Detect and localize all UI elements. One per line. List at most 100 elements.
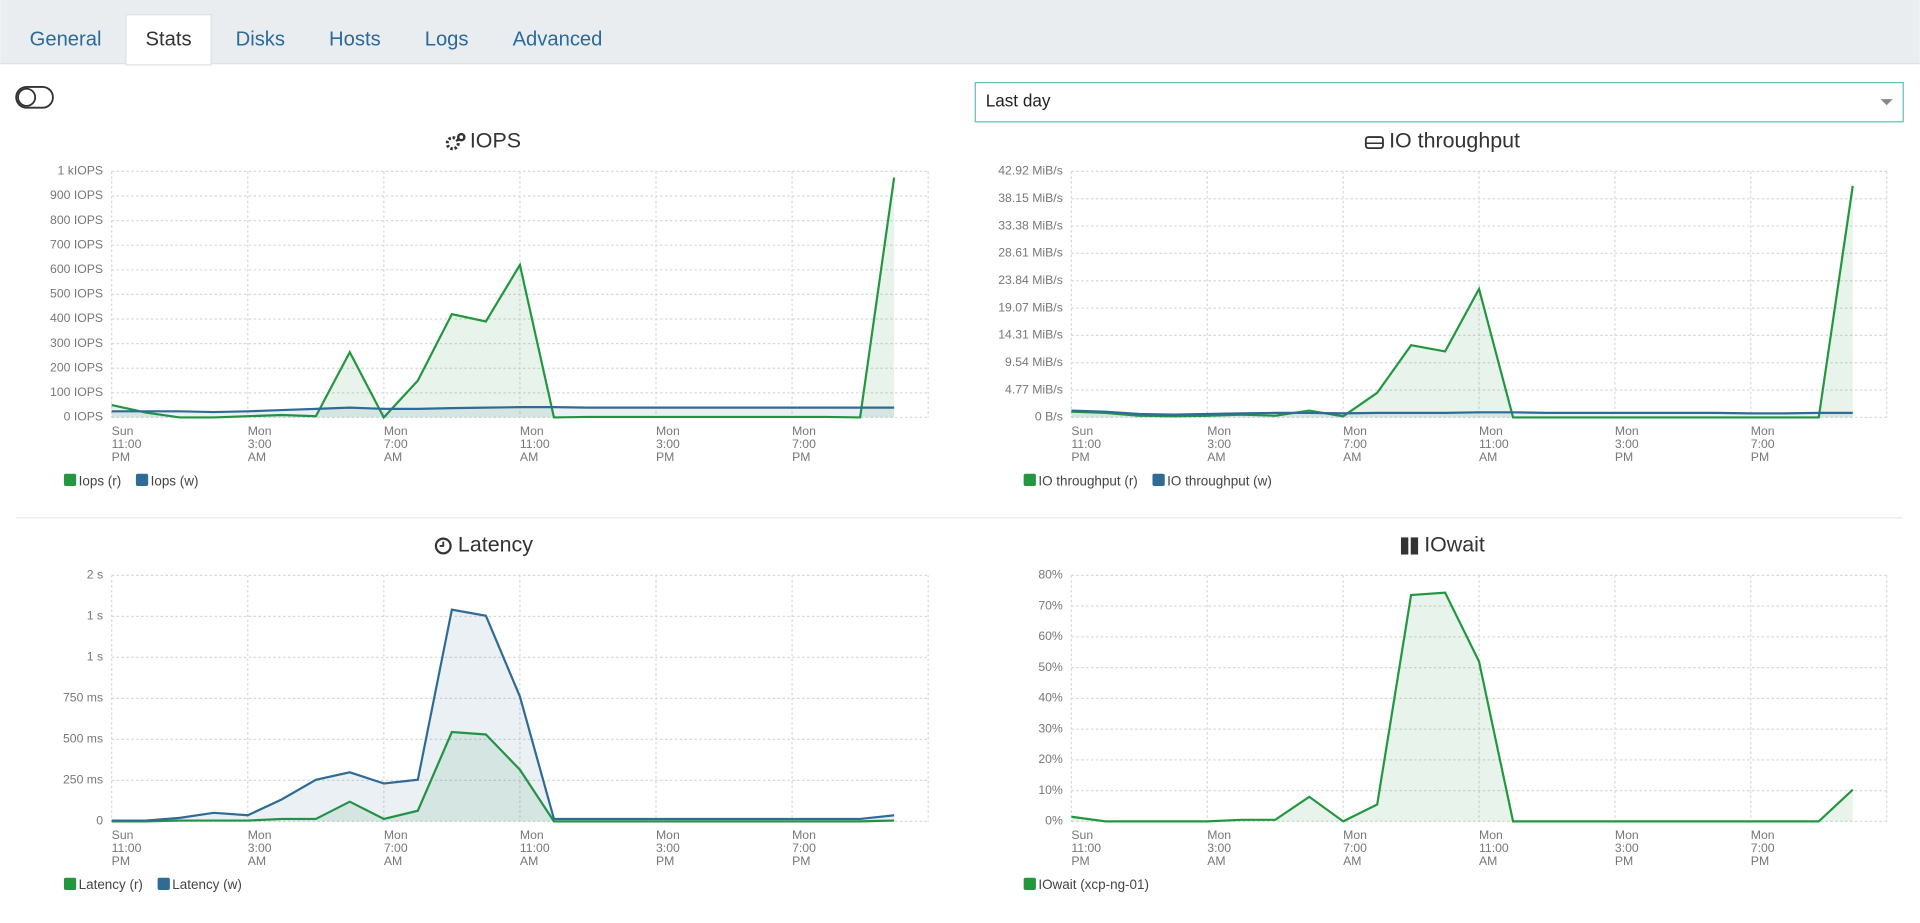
y-tick-label: 200 IOPS	[50, 360, 103, 374]
y-tick-label: 1 s	[87, 650, 103, 664]
legend-label[interactable]: IOwait (xcp-ng-01)	[1038, 877, 1149, 892]
y-tick-label: 0 IOPS	[64, 410, 103, 424]
y-tick-label: 50%	[1038, 660, 1063, 674]
series-area	[111, 177, 895, 418]
chart: IO throughput 0 B/s 4.77 MiB/s 9.54 MiB/s 14…	[998, 129, 1888, 488]
x-tick-label: Mon 11:00 AM	[520, 828, 550, 868]
title-icon	[457, 132, 466, 142]
title-icon	[1410, 537, 1419, 555]
series-line	[1071, 591, 1854, 823]
y-tick-label: 250 ms	[63, 773, 103, 787]
x-tick-label: Mon 7:00 PM	[1751, 828, 1775, 868]
series-area	[111, 609, 895, 822]
tab-label[interactable]: Advanced	[513, 29, 603, 51]
legend-label[interactable]: Iops (w)	[151, 473, 199, 488]
series-line	[1071, 409, 1853, 416]
series-line	[111, 608, 895, 822]
select-caret[interactable]	[1880, 99, 1893, 106]
title-icon	[439, 541, 445, 547]
tab[interactable]: Hosts	[329, 29, 381, 51]
y-tick-label: 2 s	[87, 568, 103, 582]
y-tick-label: 28.61 MiB/s	[998, 246, 1063, 260]
x-tick-label: Mon 3:00 AM	[1207, 828, 1231, 868]
y-tick-label: 400 IOPS	[50, 311, 103, 325]
tab-label[interactable]: Hosts	[329, 29, 381, 51]
x-tick-label: Mon 7:00 PM	[792, 828, 816, 868]
y-tick-label: 0%	[1045, 814, 1063, 828]
series-line	[111, 730, 895, 823]
x-tick-label: Mon 11:00 AM	[1479, 828, 1509, 868]
series-area	[1071, 185, 1853, 418]
legend-swatch[interactable]	[63, 473, 77, 486]
legend-label[interactable]: IO throughput (w)	[1167, 473, 1272, 488]
series-line	[111, 177, 896, 420]
x-tick-label: Mon 3:00 PM	[1615, 828, 1639, 868]
toggle[interactable]	[15, 85, 54, 109]
legend-swatch[interactable]	[135, 473, 149, 486]
y-tick-label: 30%	[1038, 721, 1063, 735]
select-box[interactable]	[974, 82, 1904, 123]
y-tick-label: 38.15 MiB/s	[998, 191, 1063, 205]
legend-label[interactable]: Latency (r)	[79, 877, 143, 892]
tab[interactable]: Disks	[236, 29, 285, 51]
tab-label[interactable]: Logs	[425, 29, 469, 51]
y-tick-label: 0	[96, 814, 103, 828]
legend-swatch[interactable]	[1023, 473, 1036, 486]
y-tick-label: 80%	[1038, 568, 1063, 582]
tab-background[interactable]	[125, 14, 212, 66]
tab-label[interactable]: Disks	[236, 29, 285, 51]
title-icon	[434, 537, 452, 555]
y-tick-label: 1 kIOPS	[58, 164, 104, 178]
y-tick-label: 20%	[1038, 752, 1063, 766]
x-tick-label: Mon 11:00 AM	[1479, 424, 1509, 464]
series-area	[111, 732, 895, 822]
period-select[interactable]: Last day	[974, 82, 1904, 123]
y-tick-label: 100 IOPS	[50, 385, 103, 399]
x-tick-label: Mon 3:00 AM	[248, 424, 272, 464]
series-line	[111, 406, 895, 414]
tab[interactable]: Stats	[125, 14, 212, 66]
x-tick-label: Mon 7:00 AM	[384, 424, 408, 464]
y-tick-label: 500 ms	[63, 732, 103, 746]
legend-swatch[interactable]	[1152, 473, 1165, 486]
chart-title: IO throughput	[1389, 129, 1520, 153]
x-tick-label: Sun 11:00 PM	[112, 424, 142, 464]
y-tick-label: 9.54 MiB/s	[1005, 355, 1063, 369]
y-tick-label: 33.38 MiB/s	[998, 218, 1063, 232]
y-tick-label: 800 IOPS	[50, 213, 103, 227]
x-tick-label: Mon 3:00 PM	[1615, 424, 1639, 464]
select-value[interactable]: Last day	[986, 91, 1051, 111]
x-tick-label: Mon 3:00 AM	[1207, 424, 1231, 464]
legend-swatch[interactable]	[1023, 877, 1036, 890]
y-tick-label: 700 IOPS	[50, 237, 103, 251]
chart: Latency 0 250 ms 500 ms 750 ms 1 s 1 s 2 s Sun 11…	[63, 533, 929, 892]
x-tick-label: Mon 7:00 AM	[1343, 828, 1367, 868]
y-tick-label: 900 IOPS	[50, 188, 103, 202]
chart-title: IOwait	[1424, 533, 1485, 557]
legend-label[interactable]: Latency (w)	[172, 877, 242, 892]
legend-label[interactable]: Iops (r)	[79, 473, 122, 488]
y-tick-label: 4.77 MiB/s	[1005, 382, 1063, 396]
x-tick-label: Mon 11:00 AM	[520, 424, 550, 464]
legend-label[interactable]: IO throughput (r)	[1038, 473, 1137, 488]
y-tick-label: 300 IOPS	[50, 336, 103, 350]
y-tick-label: 19.07 MiB/s	[998, 300, 1063, 314]
chart: IOPS 0 IOPS 100 IOPS 200 IOPS 300 IOPS 400 IO…	[50, 129, 929, 488]
y-tick-label: 70%	[1038, 598, 1063, 612]
chart-title: Latency	[458, 533, 533, 557]
y-tick-label: 14.31 MiB/s	[998, 328, 1063, 342]
tab-label[interactable]: Stats	[146, 29, 192, 51]
title-icon	[1400, 537, 1409, 555]
tab[interactable]: General	[30, 29, 102, 51]
legend-swatch[interactable]	[63, 877, 77, 890]
tab-label[interactable]: General	[30, 29, 102, 51]
tab[interactable]: Advanced	[513, 29, 603, 51]
y-tick-label: 600 IOPS	[50, 262, 103, 276]
legend-swatch[interactable]	[157, 877, 170, 890]
chart: IOwait 0% 10% 20% 30% 40% 50% 60% 70% 80% Sun 11:00…	[1023, 533, 1888, 892]
x-tick-label: Mon 7:00 PM	[792, 424, 816, 464]
tab[interactable]: Logs	[425, 29, 469, 51]
y-tick-label: 42.92 MiB/s	[998, 164, 1063, 178]
y-tick-label: 1 s	[87, 609, 103, 623]
toggle-knob[interactable]	[17, 87, 37, 107]
